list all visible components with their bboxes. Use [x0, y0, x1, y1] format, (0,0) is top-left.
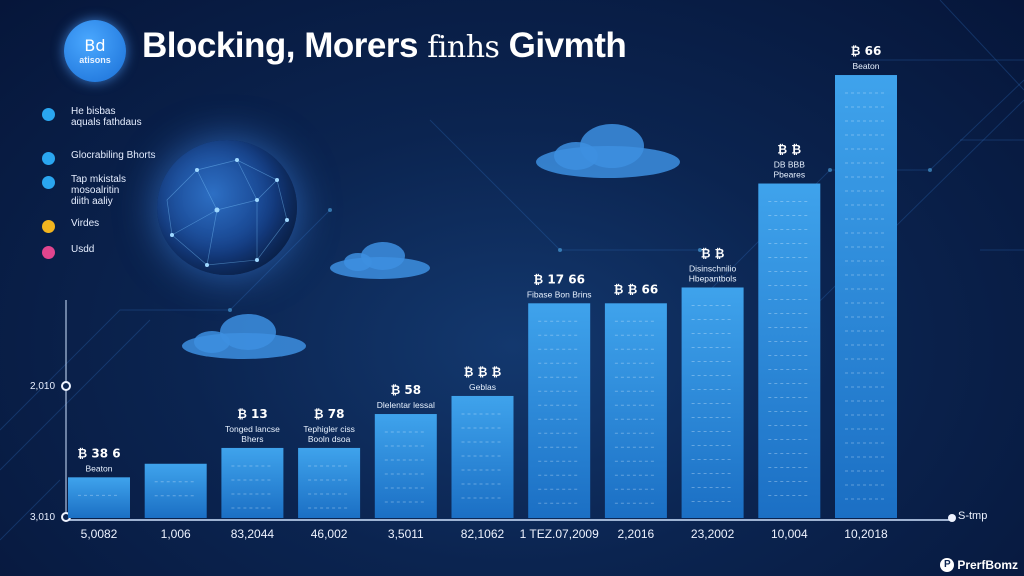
- bar-value-label: ₿ ₿ 66: [614, 282, 659, 296]
- bar-value-label: ₿ 66: [851, 44, 882, 58]
- bar: [144, 463, 207, 518]
- bar-caption: Tonged lancse: [225, 424, 280, 434]
- bar: [681, 287, 744, 518]
- bar-caption: Disinschnilio: [689, 263, 737, 273]
- legend-dot: [42, 176, 55, 189]
- legend-item: Glocrabiling Bhorts: [42, 150, 155, 165]
- network-globe-illustration: [157, 140, 297, 275]
- legend-label: Usdd: [71, 244, 95, 255]
- bar: [374, 414, 437, 518]
- bar-caption: Hbepantbols: [689, 273, 737, 283]
- legend-dot: [42, 108, 55, 121]
- bar: [758, 183, 821, 518]
- bar-caption: Geblas: [469, 382, 496, 392]
- footer-brand: P PrerfBomz: [940, 558, 1018, 572]
- cloud-decoration: [182, 124, 680, 359]
- bar-value-label: ₿ 17 66: [533, 272, 585, 286]
- legend-label: Tap mkistals mosoalritin diith aaliy: [71, 174, 127, 207]
- legend-dot: [42, 220, 55, 233]
- bar-caption: DB BBB: [774, 160, 806, 170]
- legend-label: Glocrabiling Bhorts: [71, 150, 156, 161]
- bar: [835, 75, 897, 518]
- bar-value-label: ₿ 78: [314, 407, 345, 421]
- bar-caption: Beaton: [86, 463, 113, 473]
- title-bold-part: Blocking, Morers: [142, 26, 418, 65]
- legend-item: Virdes: [42, 218, 99, 233]
- x-tick-label: 1 TEZ.07,2009: [519, 527, 599, 541]
- legend-item: He bisbas aquals fathdaus: [42, 106, 142, 128]
- brand-name: PrerfBomz: [957, 558, 1018, 572]
- bar-value-label: ₿ ₿: [777, 143, 801, 157]
- x-axis-end-label: S-tmp: [958, 510, 988, 522]
- x-tick-label: 3,5011: [387, 527, 424, 541]
- y-axis-label-upper: 2,010: [30, 381, 56, 392]
- x-tick-label: 5,0082: [80, 527, 118, 541]
- bar: [451, 395, 514, 518]
- brand-logo: Bd atisons: [64, 20, 126, 82]
- bar-caption: Beaton: [853, 61, 880, 71]
- bar-caption: Tephigler ciss: [303, 424, 355, 434]
- bar-caption: Booln dsoa: [308, 434, 351, 444]
- title-thin-part: finhs: [427, 30, 500, 65]
- x-tick-label: 83,2044: [230, 527, 275, 541]
- x-tick-label: 2,2016: [617, 527, 655, 541]
- bar-caption: Dlelentar lessal: [377, 400, 435, 410]
- legend-item: Usdd: [42, 244, 94, 259]
- legend-dot: [42, 246, 55, 259]
- legend-label: He bisbas aquals fathdaus: [71, 106, 142, 128]
- x-tick-label: 1,006: [160, 527, 191, 541]
- bar-value-label: ₿ ₿ ₿: [464, 365, 502, 379]
- x-tick-label: 10,2018: [844, 527, 888, 541]
- bar-value-label: ₿ ₿: [701, 246, 725, 260]
- bar: [604, 303, 667, 518]
- x-axis-end-marker: [948, 514, 956, 522]
- bar: [68, 477, 130, 518]
- y-axis-label-lower: 3,010: [30, 512, 56, 523]
- x-tick-label: 82,1062: [460, 527, 505, 541]
- legend-item: Tap mkistals mosoalritin diith aaliy: [42, 174, 126, 207]
- logo-mark: Bd: [84, 36, 106, 55]
- bar: [528, 303, 591, 518]
- bar-value-label: ₿ 38 6: [77, 446, 120, 460]
- brand-icon: P: [940, 558, 955, 572]
- bar-caption: Bhers: [241, 434, 263, 444]
- legend-label: Virdes: [71, 218, 100, 229]
- logo-subtext: atisons: [79, 55, 111, 65]
- y-axis-marker: [61, 381, 71, 391]
- bar: [221, 447, 284, 518]
- bar-value-label: ₿ 58: [390, 383, 421, 397]
- x-tick-label: 10,004: [770, 527, 808, 541]
- bar-caption: Fibase Bon Brins: [527, 289, 592, 299]
- title-end-part: Givmth: [508, 26, 627, 65]
- bar-value-label: ₿ 13: [237, 407, 268, 421]
- legend-dot: [42, 152, 55, 165]
- bar-caption: Pbeares: [773, 170, 805, 180]
- x-tick-label: 46,002: [310, 527, 348, 541]
- bar: [298, 447, 361, 518]
- page-title: Blocking, Morers finhs Givmth: [142, 26, 627, 66]
- x-tick-label: 23,2002: [690, 527, 735, 541]
